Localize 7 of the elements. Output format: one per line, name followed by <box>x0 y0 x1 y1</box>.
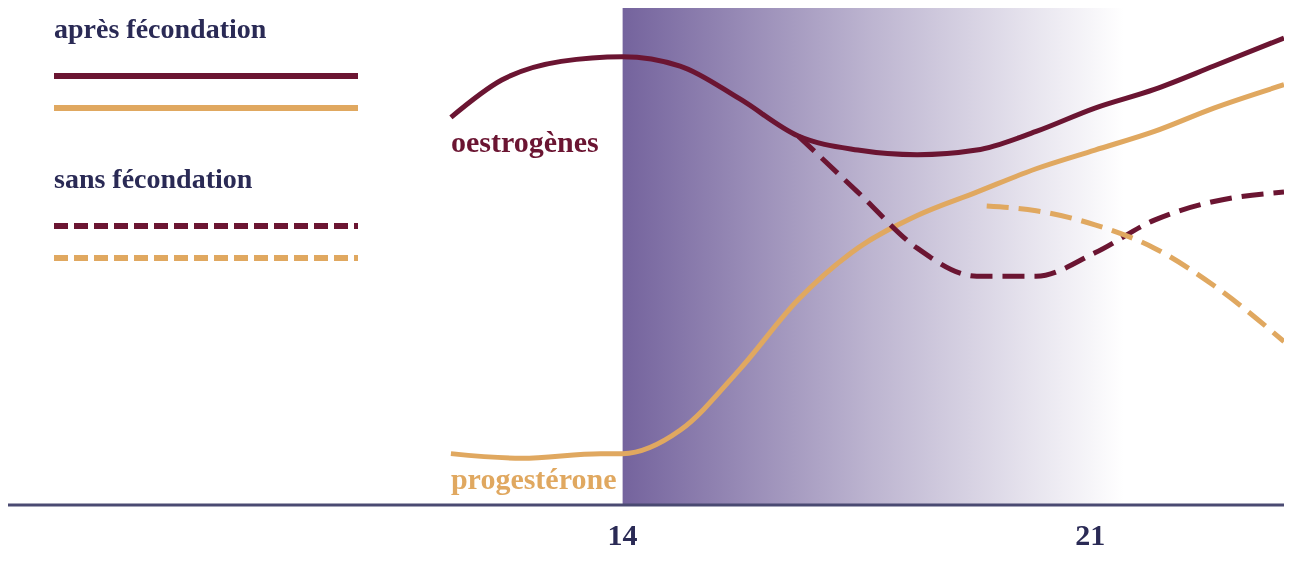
annotation: après fécondation <box>54 13 267 44</box>
x-tick-label: 21 <box>1075 518 1106 551</box>
series-label: progestérone <box>450 461 617 495</box>
x-tick-label: 14 <box>607 518 638 551</box>
key-block: après fécondation sans fécondation <box>54 13 358 261</box>
annotation: sans fécondation <box>54 163 253 194</box>
series-label: oestrogènes <box>450 125 599 159</box>
